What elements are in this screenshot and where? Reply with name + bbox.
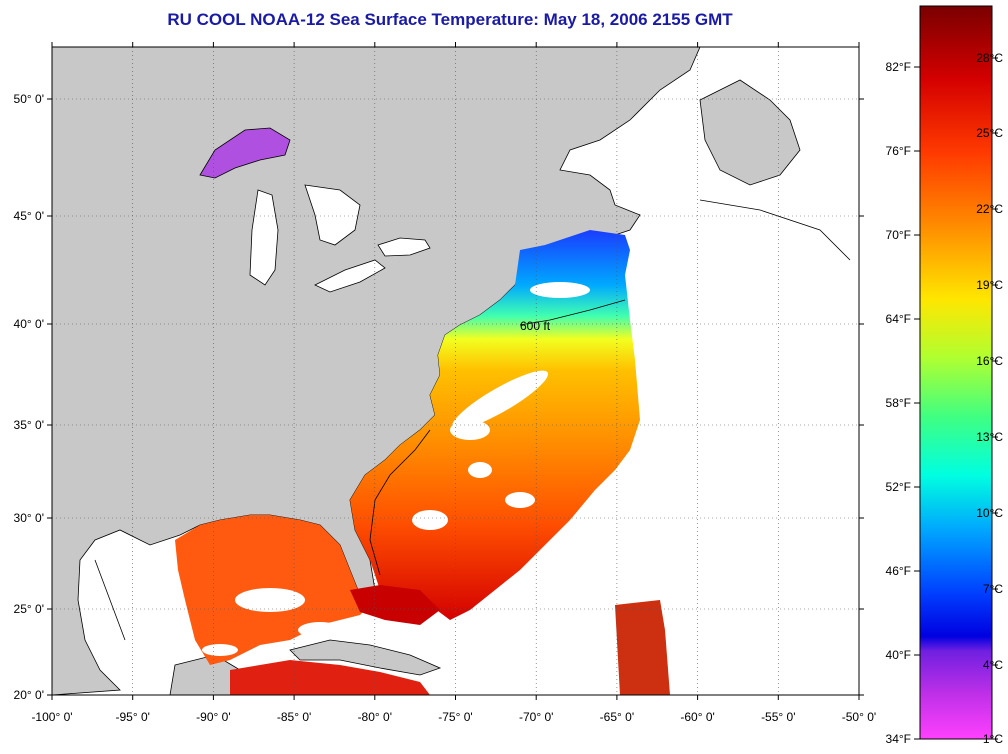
lake-huron bbox=[304, 184, 361, 246]
lon-tick-label: -95° 0' bbox=[115, 710, 149, 724]
colorbar-c-label: 28°C bbox=[976, 51, 1003, 65]
colorbar-c-label: 16°C bbox=[976, 354, 1003, 368]
lat-tick-label: 20° 0' bbox=[14, 688, 44, 702]
isobath-label: 600 ft bbox=[520, 319, 551, 333]
lake-ontario bbox=[377, 237, 431, 257]
colorbar-fahrenheit-labels: 82°F 76°F 70°F 64°F 58°F 52°F 46°F 40°F 34°F bbox=[886, 60, 920, 746]
colorbar-c-label: 19°C bbox=[976, 278, 1003, 292]
lat-tick-label: 35° 0' bbox=[14, 418, 44, 432]
lon-tick-label: -85° 0' bbox=[277, 710, 311, 724]
lon-tick-label: -60° 0' bbox=[680, 710, 714, 724]
lon-tick-label: -75° 0' bbox=[438, 710, 472, 724]
lat-tick-label: 40° 0' bbox=[14, 317, 44, 331]
colorbar-f-label: 52°F bbox=[886, 480, 911, 494]
latitude-axis: 50° 0' 45° 0' 40° 0' 35° 0' 30° 0' 25° 0' 20° … bbox=[14, 92, 864, 702]
colorbar-c-label: 1°C bbox=[983, 732, 1003, 746]
colorbar-c-label: 22°C bbox=[976, 202, 1003, 216]
lake-michigan bbox=[249, 189, 279, 286]
colorbar-c-label: 13°C bbox=[976, 430, 1003, 444]
lon-tick-label: -100° 0' bbox=[31, 710, 72, 724]
colorbar-f-label: 76°F bbox=[886, 144, 911, 158]
colorbar-f-label: 64°F bbox=[886, 312, 911, 326]
isobath-contour bbox=[94, 199, 851, 641]
colorbar-celsius-labels: 28°C 25°C 22°C 19°C 16°C 13°C 10°C 7°C 4°C 1°C bbox=[976, 51, 1003, 746]
colorbar-f-label: 40°F bbox=[886, 648, 911, 662]
map-title: RU COOL NOAA-12 Sea Surface Temperature:… bbox=[167, 10, 733, 29]
lat-tick-label: 50° 0' bbox=[14, 92, 44, 106]
colorbar-f-label: 82°F bbox=[886, 60, 911, 74]
lake-erie bbox=[314, 259, 386, 293]
great-lakes bbox=[199, 127, 431, 293]
colorbar-c-label: 7°C bbox=[983, 582, 1003, 596]
colorbar-c-label: 10°C bbox=[976, 506, 1003, 520]
colorbar-c-label: 4°C bbox=[983, 658, 1003, 672]
lake-superior bbox=[199, 127, 291, 179]
graticule bbox=[52, 47, 859, 695]
land-newfoundland bbox=[699, 79, 801, 186]
colorbar-c-label: 25°C bbox=[976, 126, 1003, 140]
lat-tick-label: 30° 0' bbox=[14, 511, 44, 525]
lon-tick-label: -50° 0' bbox=[842, 710, 876, 724]
colorbar-f-label: 70°F bbox=[886, 228, 911, 242]
lat-tick-label: 25° 0' bbox=[14, 602, 44, 616]
lat-tick-label: 45° 0' bbox=[14, 209, 44, 223]
lon-tick-label: -55° 0' bbox=[761, 710, 795, 724]
colorbar-f-label: 46°F bbox=[886, 564, 911, 578]
land-cuba bbox=[289, 639, 442, 676]
colorbar bbox=[919, 5, 993, 740]
lon-tick-label: -70° 0' bbox=[519, 710, 553, 724]
lon-tick-label: -80° 0' bbox=[358, 710, 392, 724]
sst-florida-strait bbox=[350, 585, 440, 625]
sst-east-patch bbox=[615, 600, 670, 695]
lon-tick-label: -90° 0' bbox=[196, 710, 230, 724]
longitude-axis: -100° 0' -95° 0' -90° 0' -85° 0' -80° 0' -75°… bbox=[31, 42, 876, 724]
colorbar-f-label: 34°F bbox=[886, 732, 911, 746]
sst-caribbean-field bbox=[230, 660, 430, 695]
colorbar-f-label: 58°F bbox=[886, 396, 911, 410]
lon-tick-label: -65° 0' bbox=[600, 710, 634, 724]
